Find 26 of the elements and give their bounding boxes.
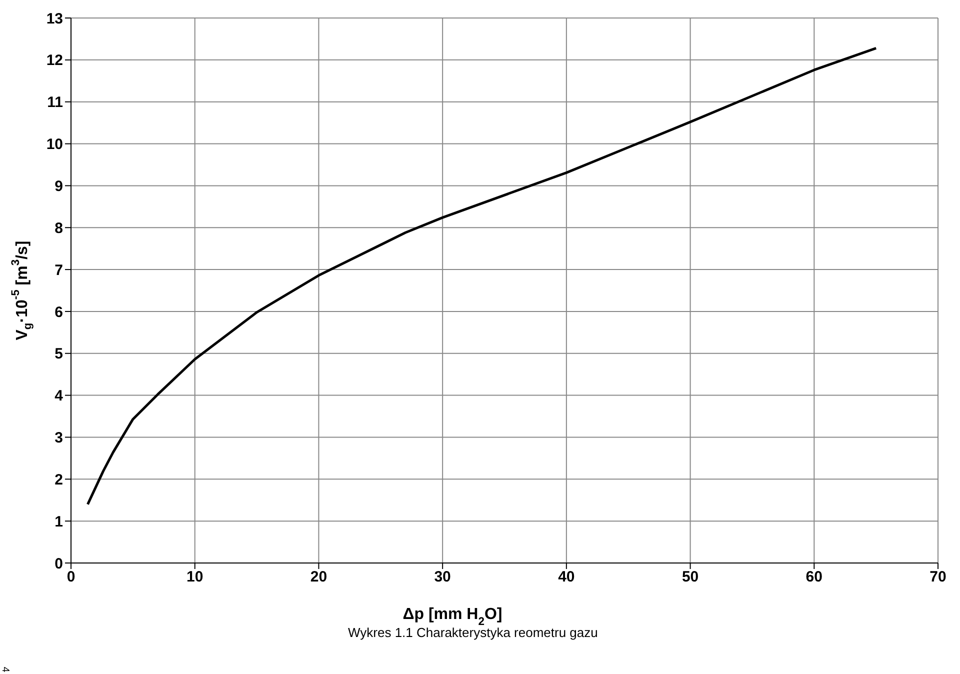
- x-tick-label: 60: [806, 568, 822, 586]
- y-tick-label: 11: [47, 94, 63, 112]
- y-tick-label: 10: [46, 136, 63, 154]
- y-tick-label: 4: [54, 388, 64, 405]
- x-axis-title: Δp [mm H$_{2}$O]: [402, 606, 502, 628]
- x-tick-label: 10: [186, 568, 204, 586]
- x-tick-label: 50: [682, 568, 699, 586]
- y-tick-label: 12: [46, 52, 63, 70]
- y-tick-label: 5: [54, 346, 63, 363]
- y-tick-label: 6: [54, 304, 63, 321]
- y-tick-label: 7: [54, 262, 63, 279]
- y-tick-label: 0: [54, 555, 63, 572]
- text: 4: [0, 666, 10, 672]
- x-tick-label: 70: [930, 568, 946, 586]
- y-tick-label: 2: [54, 471, 63, 488]
- y-tick-label: 3: [54, 430, 63, 447]
- text: Wykres 1.1 Charakterystyka reometru gazu: [348, 625, 598, 640]
- y-tick-label: 9: [54, 178, 63, 196]
- y-tick-label: 8: [54, 220, 63, 237]
- y-tick-label: 1: [54, 513, 63, 530]
- x-tick-label: 20: [310, 568, 328, 586]
- x-tick-label: 30: [434, 568, 451, 586]
- x-tick-label: 0: [66, 568, 76, 586]
- line-series: [86, 46, 878, 506]
- x-tick-label: 40: [558, 568, 575, 586]
- y-tick-label: 13: [46, 10, 63, 28]
